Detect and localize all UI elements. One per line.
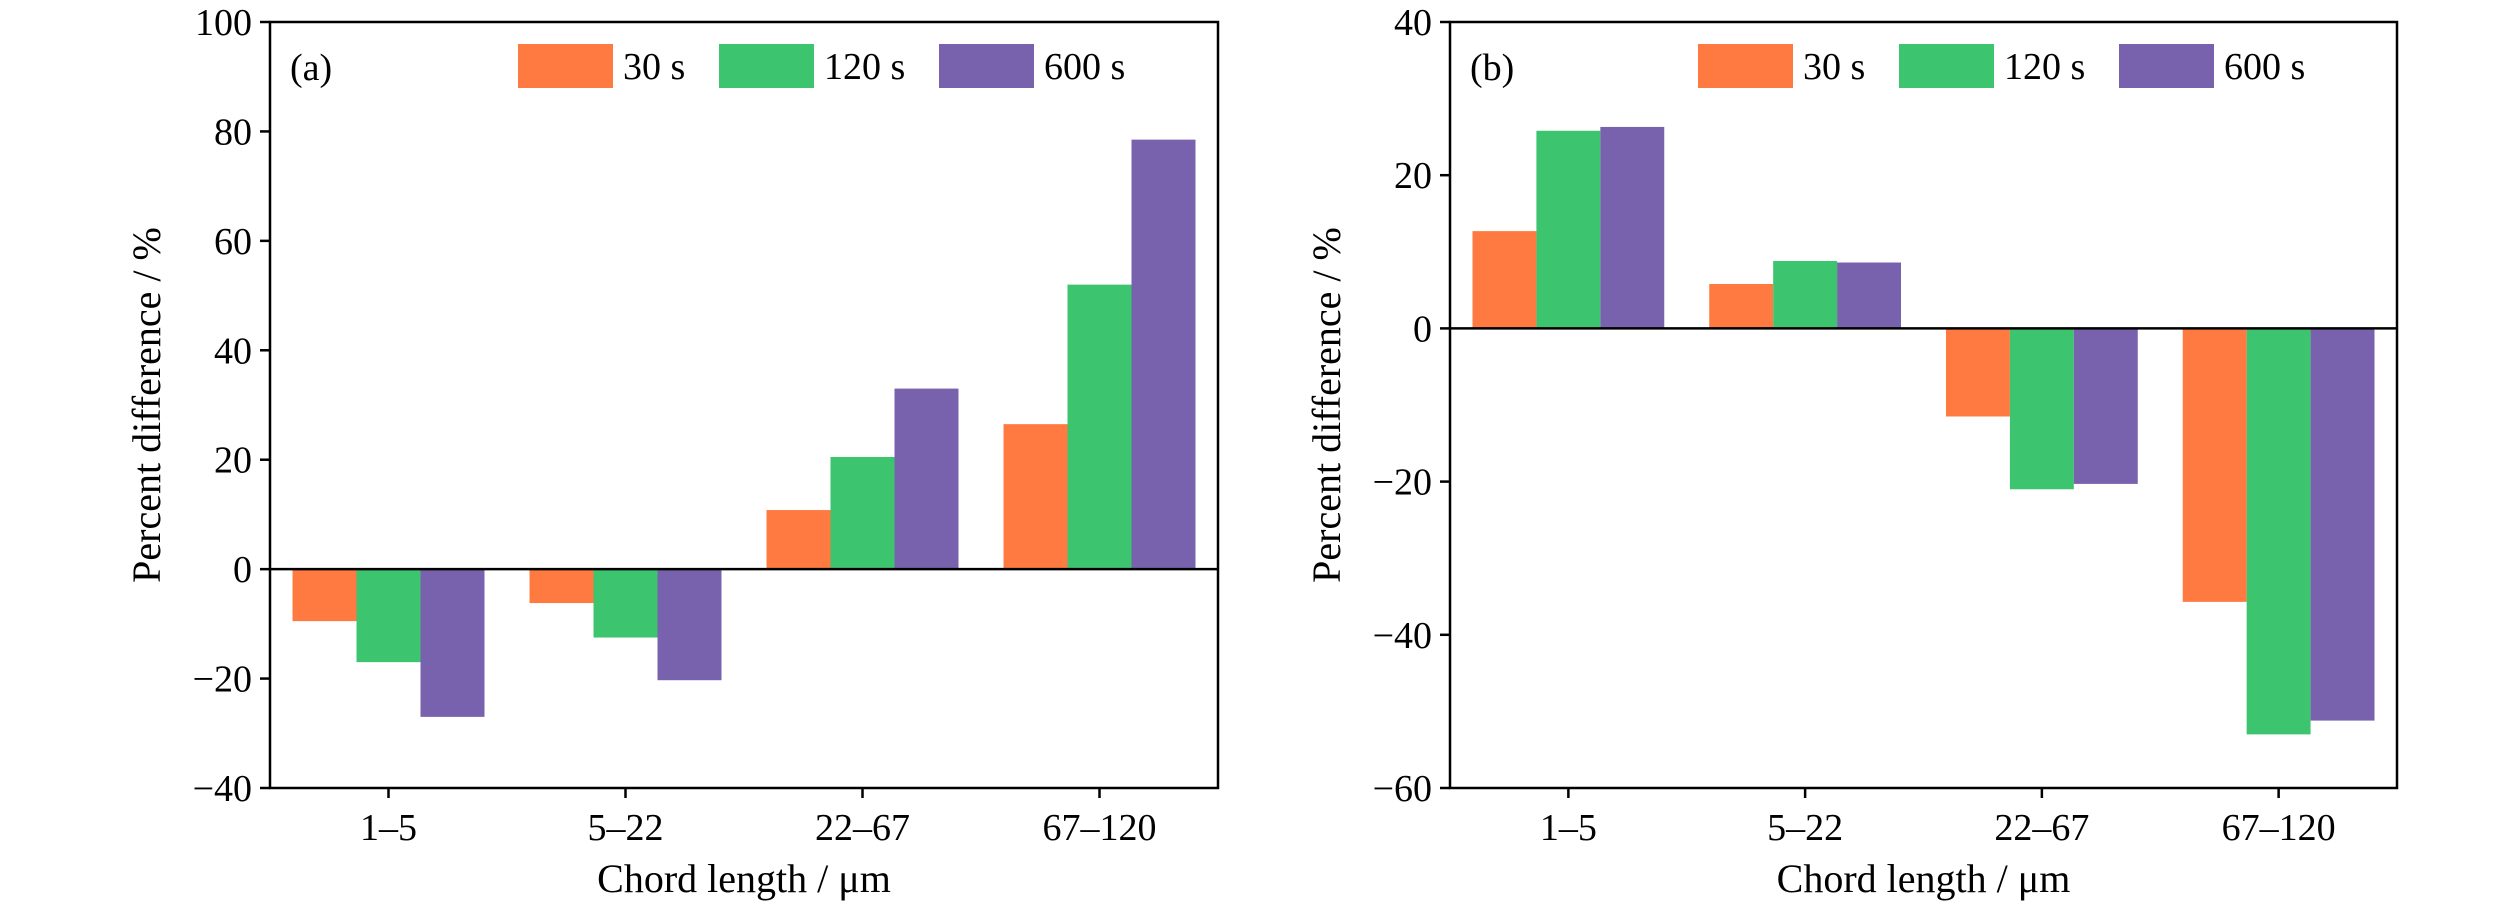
bar-120s-cat4	[1067, 284, 1132, 570]
bar-30s-cat4	[1003, 424, 1068, 570]
bar-120s-cat4	[2246, 328, 2311, 735]
legend-label-600s: 600 s	[1044, 46, 1125, 88]
y-tick-label: 20	[214, 440, 252, 482]
legend-swatch-120s	[719, 44, 814, 88]
bar-120s-cat3	[2009, 328, 2074, 490]
x-axis-title: Chord length / μm	[1777, 856, 2071, 901]
bar-30s-cat3	[1945, 328, 2010, 417]
bar-120s-cat2	[593, 569, 658, 638]
bar-600s-cat4	[1131, 139, 1196, 570]
x-tick-label: 22–67	[1994, 807, 2089, 849]
plot-frame	[1448, 20, 2399, 790]
y-tick-label: 40	[214, 330, 252, 372]
bar-30s-cat2	[1709, 283, 1774, 329]
x-tick-label: 5–22	[588, 807, 664, 849]
x-tick-label: 1–5	[1540, 807, 1597, 849]
bar-120s-cat3	[830, 456, 895, 570]
y-tick-label: 0	[233, 549, 252, 591]
bar-600s-cat1	[420, 569, 485, 717]
chart-panel-a: −40 −20 0 20 40 60 80 100 1–5 5–22 22–67 67–120 Chor…	[124, 2, 1220, 901]
y-tick-label: −20	[1373, 462, 1432, 504]
bar-30s-cat3	[766, 510, 831, 570]
legend-swatch-30s	[1698, 44, 1793, 88]
legend-label-30s: 30 s	[1803, 46, 1865, 88]
bar-600s-cat1	[1600, 126, 1665, 329]
legend-swatch-600s	[939, 44, 1034, 88]
legend-label-600s: 600 s	[2224, 46, 2305, 88]
bar-120s-cat1	[356, 569, 421, 663]
x-tick-label: 22–67	[815, 807, 910, 849]
bar-600s-cat4	[2310, 328, 2375, 721]
legend-swatch-120s	[1899, 44, 1994, 88]
plot-frame	[268, 20, 1220, 790]
x-axis-title: Chord length / μm	[597, 856, 891, 901]
bar-30s-cat2	[529, 569, 594, 604]
y-tick-label: 40	[1394, 2, 1432, 44]
bar-30s-cat4	[2182, 328, 2247, 602]
legend-label-120s: 120 s	[2004, 46, 2085, 88]
bar-600s-cat3	[2073, 328, 2138, 484]
bar-600s-cat3	[894, 388, 959, 570]
y-tick-label: 80	[214, 111, 252, 153]
y-tick-label: 60	[214, 221, 252, 263]
bar-600s-cat2	[657, 569, 722, 681]
x-tick-label: 67–120	[1043, 807, 1157, 849]
y-tick-label: 20	[1394, 155, 1432, 197]
y-axis-title: Percent difference / %	[1304, 227, 1349, 583]
bar-120s-cat1	[1536, 130, 1601, 329]
y-tick-label: 0	[1413, 308, 1432, 350]
bar-30s-cat1	[1472, 231, 1537, 329]
y-tick-label: −40	[1373, 615, 1432, 657]
chart-panel-b: −60 −40 −20 0 20 40 1–5 5–22 22–67 67–120 Chord le…	[1304, 2, 2399, 901]
legend-swatch-600s	[2119, 44, 2214, 88]
x-tick-label: 5–22	[1767, 807, 1843, 849]
y-tick-label: −60	[1373, 768, 1432, 810]
bar-30s-cat1	[292, 569, 357, 622]
bar-600s-cat2	[1837, 262, 1902, 329]
legend-label-120s: 120 s	[824, 46, 905, 88]
y-axis-title: Percent difference / %	[124, 227, 169, 583]
y-tick-label: −20	[193, 659, 252, 701]
bar-120s-cat2	[1773, 260, 1838, 329]
x-tick-label: 1–5	[360, 807, 417, 849]
y-tick-label: 100	[195, 2, 252, 44]
y-tick-label: −40	[193, 768, 252, 810]
legend-swatch-30s	[518, 44, 613, 88]
legend-label-30s: 30 s	[623, 46, 685, 88]
x-tick-label: 67–120	[2222, 807, 2336, 849]
panel-label: (a)	[290, 47, 332, 89]
panel-label: (b)	[1470, 47, 1514, 89]
